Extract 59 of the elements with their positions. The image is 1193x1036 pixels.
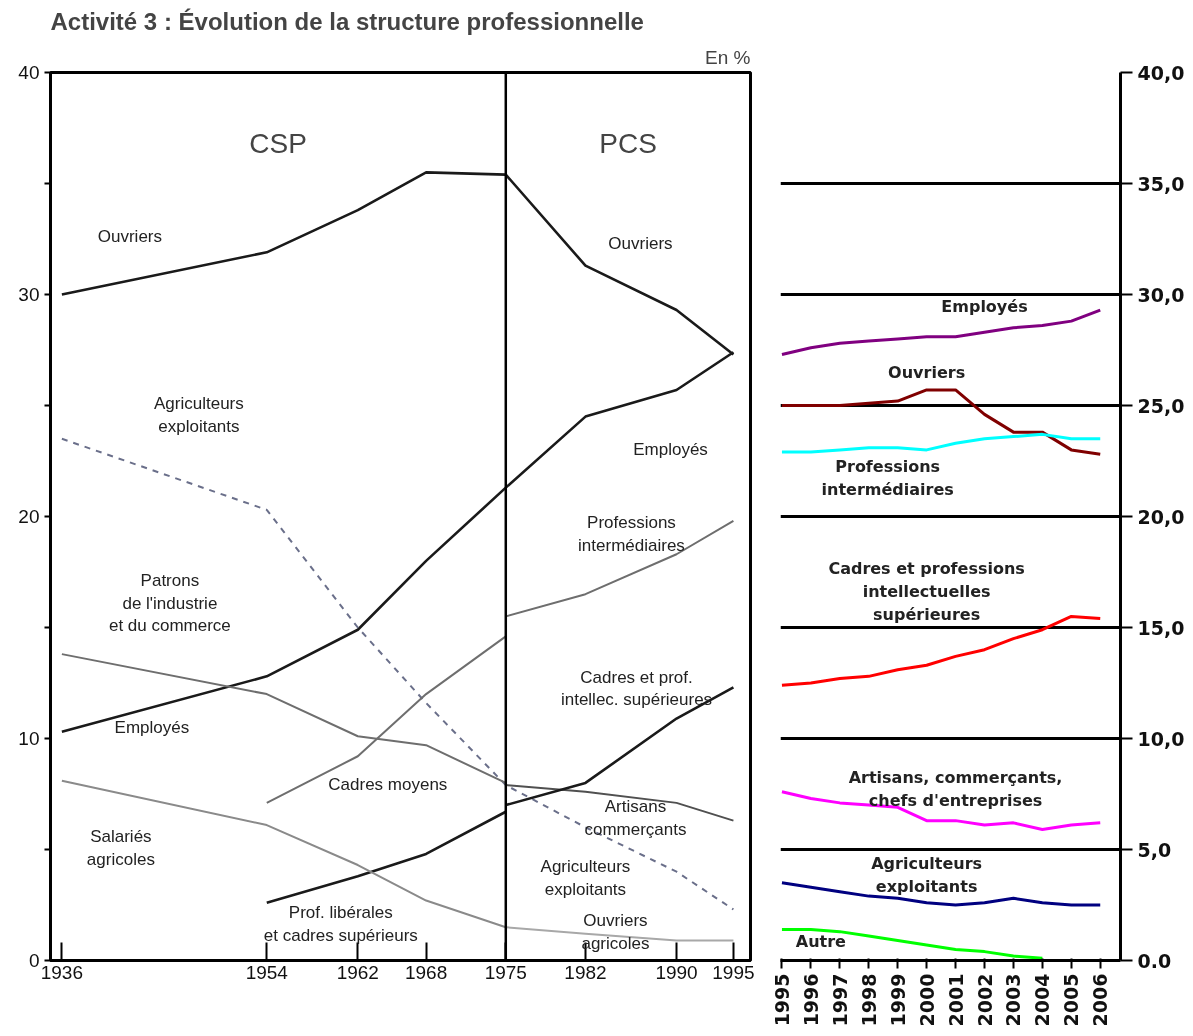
- series-label: Salariés agricoles: [86, 826, 155, 869]
- y-tick-label: 0.0: [1137, 949, 1172, 972]
- x-tick-label: 1975: [484, 961, 527, 983]
- y-tick-label: 35,0: [1137, 172, 1185, 195]
- series-label: Autre: [795, 931, 847, 951]
- series-label: Cadres et prof. intellec. supérieures: [560, 667, 713, 710]
- series-label: Agriculteurs exploitants: [871, 853, 983, 896]
- x-tick-label: 1936: [40, 961, 84, 983]
- y-tick-label: 10: [18, 728, 40, 749]
- y-tick-label: 40: [18, 62, 40, 83]
- y-tick-label: 10,0: [1137, 727, 1185, 750]
- y-tick-label: 0: [28, 950, 40, 971]
- x-tick-label: 1990: [655, 961, 698, 983]
- series-label: Cadres moyens: [328, 774, 448, 794]
- y-tick-label: 25,0: [1137, 394, 1185, 417]
- x-tick-label: 2003: [1002, 973, 1025, 1027]
- x-tick-label: 1996: [799, 973, 822, 1027]
- y-tick-label: 40,0: [1137, 61, 1185, 84]
- series-label: Artisans, commerçants, chefs d'entreprises: [848, 767, 1063, 810]
- x-tick-label: 1995: [712, 961, 755, 983]
- y-tick-label: 20: [18, 506, 40, 527]
- x-tick-label: 1998: [857, 973, 880, 1027]
- series-label: Employés: [941, 296, 1028, 316]
- series-label: Ouvriers: [888, 363, 966, 383]
- x-tick-label: 1995: [770, 973, 793, 1027]
- y-tick-label: 15,0: [1137, 616, 1185, 639]
- x-tick-label: 2005: [1060, 973, 1083, 1027]
- x-tick-label: 1997: [828, 973, 851, 1027]
- x-tick-label: 2002: [973, 973, 996, 1027]
- series-label: Prof. libérales et cadres supérieurs: [263, 903, 418, 946]
- annotation: PCS: [599, 128, 657, 160]
- series-label: Employés: [114, 718, 190, 738]
- chart-title: Activité 3 : Évolution de la structure professionnelle: [50, 7, 644, 35]
- x-tick-label: 1999: [886, 973, 909, 1027]
- series-label: Agriculteurs exploitants: [540, 857, 631, 900]
- y-tick-label: 5,0: [1137, 838, 1172, 861]
- y-tick-label: 30,0: [1137, 283, 1185, 306]
- series-label: Ouvriers agricoles: [581, 910, 650, 953]
- x-tick-label: 1962: [336, 961, 379, 983]
- x-tick-label: 1982: [564, 961, 607, 983]
- y-tick-label: 30: [18, 284, 40, 305]
- series-label: Cadres et professions intellectuelles supérieures: [828, 558, 1025, 624]
- series-label: Professions intermédiaires: [578, 513, 685, 556]
- x-tick-label: 2006: [1089, 973, 1112, 1027]
- text: Ouvriers: [97, 227, 162, 246]
- x-tick-label: 2000: [915, 973, 938, 1027]
- x-tick-label: 1968: [404, 961, 448, 983]
- text: En %: [705, 46, 751, 68]
- x-tick-label: 2004: [1031, 973, 1054, 1027]
- x-tick-label: 1954: [245, 961, 289, 983]
- series-label: Patrons de l'industrie et du commerce: [108, 570, 231, 636]
- text: Employés: [633, 440, 708, 460]
- y-tick-label: 20,0: [1137, 505, 1185, 528]
- text: Agriculteurs exploitants: [154, 393, 244, 436]
- series-label: Ouvriers: [608, 234, 673, 254]
- annotation: CSP: [249, 128, 307, 160]
- x-tick-label: 2001: [944, 973, 967, 1027]
- series-label: Professions intermédiaires: [821, 456, 954, 499]
- series-label: Artisans commerçants: [584, 796, 687, 839]
